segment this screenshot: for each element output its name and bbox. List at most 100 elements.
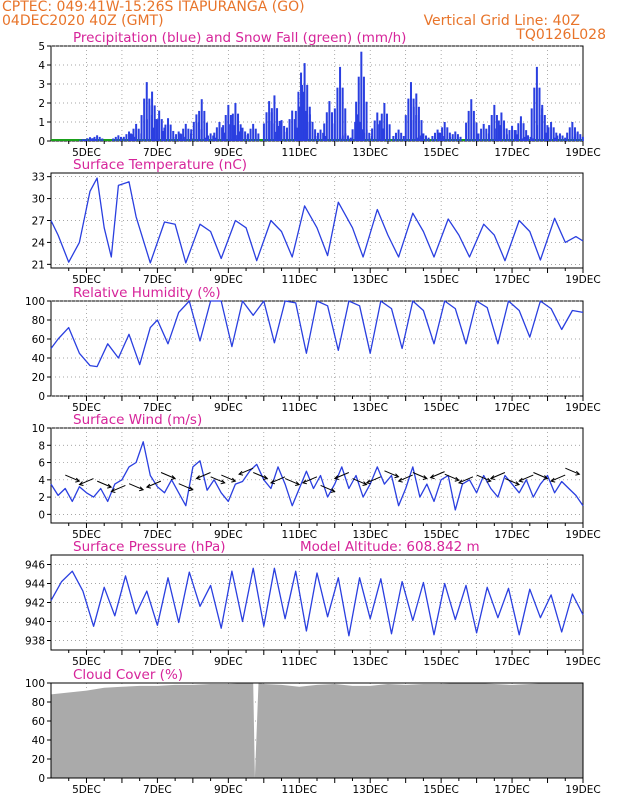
precip-bar [449, 136, 452, 141]
precip-bar [122, 136, 125, 141]
wind-arrow-head [362, 481, 368, 487]
precip-bar [472, 110, 475, 141]
precip-bar [550, 122, 553, 141]
panel-frame-cloud-top [50, 682, 584, 779]
precip-bar [280, 120, 283, 141]
precip-bar [532, 138, 535, 141]
precip-bar [495, 128, 498, 141]
precip-bar [172, 136, 175, 141]
precip-bar [360, 135, 363, 141]
x-tick-label: 15DEC [423, 402, 458, 414]
precip-bar [543, 115, 546, 141]
precip-bar [571, 122, 574, 141]
x-tick-label: 7DEC [143, 656, 172, 668]
precip-bar [341, 135, 344, 141]
wind-arrow-head [231, 477, 237, 483]
wind-arrow-head [397, 477, 403, 483]
precip-bar [339, 66, 342, 141]
precip-bar [368, 132, 371, 141]
precip-bar [488, 125, 491, 141]
wind-arrow [320, 484, 335, 492]
wind-arrow [366, 476, 381, 484]
precip-bar [187, 128, 190, 141]
wind-arrow-head [394, 473, 400, 479]
precip-bar [268, 120, 271, 141]
precip-bar [214, 137, 217, 141]
precip-bar [101, 138, 104, 141]
y-tick-label: 1 [38, 117, 45, 129]
x-tick-label: 11DEC [282, 529, 317, 541]
precip-bar [293, 119, 296, 141]
precip-bar [288, 119, 291, 141]
precip-bar [328, 101, 331, 141]
precip-bar [485, 128, 488, 141]
precip-bar [227, 104, 230, 141]
precip-bar [137, 128, 140, 141]
precip-bar [277, 125, 280, 141]
x-tick-label: 15DEC [423, 147, 458, 159]
wind-arrow-head [195, 475, 201, 480]
precip-bar [438, 132, 441, 141]
precip-bar [363, 132, 366, 141]
precip-bar [344, 133, 347, 141]
precip-bar [231, 113, 234, 141]
precip-bar [324, 135, 327, 141]
y-tick-label: 5 [38, 41, 45, 53]
precip-bar [229, 124, 232, 141]
precip-bar [436, 129, 439, 141]
y-tick-label: 24 [32, 237, 46, 249]
precip-bar [93, 136, 96, 141]
precip-bar [402, 135, 405, 141]
panel-title-cloud: Cloud Cover (%) [73, 667, 183, 683]
precip-bar [98, 136, 101, 141]
precip-bar [128, 131, 131, 141]
precip-bar [409, 82, 412, 141]
precip-bar [497, 120, 500, 141]
x-tick-label: 9DEC [214, 402, 243, 414]
precip-bar [294, 110, 297, 141]
precip-bar [454, 131, 457, 141]
x-tick-label: 7DEC [143, 784, 172, 796]
precip-bar [254, 128, 257, 141]
panel-title-rh: Relative Humidity (%) [73, 285, 221, 301]
wind-arrow-head [107, 483, 113, 489]
precip-bar [244, 131, 247, 141]
x-tick-label: 17DEC [494, 402, 529, 414]
precip-bar [246, 133, 249, 141]
wind-arrow [111, 484, 126, 492]
precip-bar [311, 121, 314, 141]
precip-bar [336, 87, 339, 141]
x-tick-label: 9DEC [214, 529, 243, 541]
precip-bar [322, 132, 325, 141]
precip-bar [140, 115, 143, 141]
x-tick-label: 11DEC [282, 784, 317, 796]
precip-bar [392, 135, 395, 141]
precip-bar [441, 127, 444, 141]
x-tick-label: 17DEC [494, 529, 529, 541]
x-tick-label: 13DEC [352, 402, 387, 414]
y-tick-label: 20 [32, 372, 45, 384]
y-tick-label: 100 [25, 296, 45, 308]
panel-title-precip: Precipitation (blue) and Snow Fall (gree… [73, 30, 406, 46]
x-tick-label: 5DEC [72, 784, 101, 796]
precip-bar [362, 76, 365, 141]
wind-arrow [550, 474, 566, 482]
y-tick-label: 938 [25, 636, 45, 648]
x-tick-label: 15DEC [423, 656, 458, 668]
wind-arrow-head [138, 486, 145, 492]
precip-bar [209, 133, 212, 141]
precip-bar [145, 82, 148, 141]
precip-bar [177, 131, 180, 141]
wind-arrow [210, 476, 225, 484]
precip-bar [516, 134, 519, 141]
wind-arrow [533, 472, 548, 479]
precip-bar [365, 101, 368, 141]
precip-bar [371, 128, 374, 141]
precip-bar [477, 133, 480, 141]
wind-line [50, 441, 584, 511]
x-tick-label: 15DEC [423, 784, 458, 796]
precip-bar [530, 108, 533, 141]
y-tick-label: 942 [25, 598, 45, 610]
precip-bar [521, 138, 524, 141]
x-tick-label: 11DEC [282, 402, 317, 414]
